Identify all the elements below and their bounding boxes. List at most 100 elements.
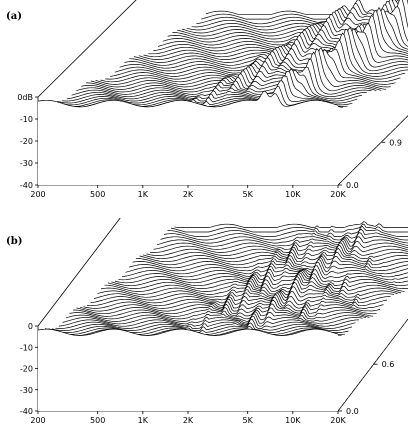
slice-line (142, 244, 408, 260)
slice-line (90, 47, 391, 88)
x-tick-label: 500 (90, 190, 105, 199)
slice-line (157, 9, 408, 49)
slice-line (107, 274, 408, 289)
slice-line (125, 258, 408, 275)
panel-label: (a) (6, 11, 22, 22)
x-tick-label: 20K (330, 416, 346, 425)
slice-line (62, 313, 363, 325)
x-tick-label: 10K (285, 190, 301, 199)
slice-line (76, 299, 377, 315)
y-tick-label: -10 (20, 343, 33, 352)
slice-line (118, 265, 408, 281)
slice-line (86, 48, 387, 90)
slice-line (111, 272, 408, 287)
slice-line (76, 58, 377, 95)
slice-line (129, 31, 408, 66)
slice-line (55, 319, 356, 329)
back-wall-frame (37, 218, 121, 327)
slice-fill (38, 91, 338, 185)
slice-line (105, 39, 406, 80)
slice-line (186, 0, 405, 31)
slice-line (167, 225, 408, 237)
x-tick-label: 20K (330, 190, 346, 199)
y-tick-label: 0dB (17, 93, 33, 102)
slice-line (79, 296, 381, 312)
slice-line (97, 281, 398, 298)
slice-line (69, 307, 370, 320)
slice-line (71, 66, 372, 98)
slice-line (73, 303, 374, 317)
y-tick-label: -30 (20, 159, 33, 168)
slice-line (95, 48, 396, 85)
x-tick-label: 1K (138, 416, 149, 425)
slice-line (163, 228, 408, 241)
waterfall-panel-a: (a) 0dB -10 -20 -30 -40 200 500 1K 2K 5K 10K 20K 0.0 0… (6, 0, 408, 199)
slice-line (153, 8, 408, 52)
time-axis (337, 318, 408, 412)
y-tick-label: -10 (20, 115, 33, 124)
z-tick-label: 0.9 (389, 138, 402, 147)
slice-line (148, 6, 408, 55)
x-tick-label: 10K (285, 416, 301, 425)
z-tick-label: 0.0 (346, 407, 359, 416)
slice-line (58, 315, 359, 327)
slice-fill (38, 329, 338, 411)
slice-line (205, 0, 408, 15)
slice-line (57, 71, 358, 104)
y-tick-label: -40 (20, 181, 33, 190)
slice-line (51, 322, 353, 331)
x-tick-label: 2K (183, 190, 194, 199)
slice-line (93, 286, 395, 301)
slice-line (177, 0, 406, 37)
slice-line (174, 221, 408, 228)
slice-line (83, 294, 384, 309)
x-tick-label: 1K (138, 190, 149, 199)
slice-line (100, 278, 402, 295)
slice-line (37, 90, 339, 108)
slice-line (61, 68, 363, 102)
slice-line (86, 292, 388, 307)
slice-line (160, 232, 408, 244)
slice-line (170, 223, 408, 233)
x-tick-label: 200 (30, 190, 45, 199)
slice-line (139, 247, 408, 263)
back-wall-frame (37, 0, 137, 98)
time-axis (337, 115, 408, 186)
x-tick-label: 500 (90, 416, 105, 425)
slice-line (65, 311, 367, 322)
slice-line (104, 276, 405, 292)
z-tick-label: 0.6 (382, 360, 395, 369)
slice-line (128, 257, 408, 272)
slice-line (162, 4, 408, 46)
y-tick-label: 0 (28, 322, 33, 331)
slice-line (52, 75, 353, 106)
slice-line (181, 0, 404, 34)
y-tick-label: -20 (20, 137, 33, 146)
slice-line (100, 48, 401, 83)
slice-line (114, 28, 408, 75)
z-tick-label: 0.0 (346, 181, 359, 190)
slice-line (153, 238, 408, 250)
panel-label: (b) (6, 236, 22, 247)
slice-line (66, 69, 367, 100)
x-tick-label: 200 (30, 416, 45, 425)
slice-line (146, 242, 408, 256)
x-tick-label: 5K (243, 190, 254, 199)
slice-line (132, 255, 408, 269)
slice-line (156, 236, 408, 247)
x-tick-label: 5K (243, 416, 254, 425)
waterfall-panel-b: (b) 0 -10 -20 -30 -40 200 500 1K 2K 5K 10K 20K 0.0 0.6… (0, 218, 408, 436)
slice-line (149, 240, 408, 253)
y-tick-label: -40 (20, 407, 33, 416)
slice-line (121, 261, 408, 278)
slice-line (119, 26, 408, 72)
slice-line (133, 22, 408, 63)
slice-line (114, 269, 408, 284)
y-tick-label: -20 (20, 365, 33, 374)
y-tick-label: -30 (20, 386, 33, 395)
slice-line (37, 328, 339, 336)
slice-line (191, 0, 407, 28)
x-tick-label: 2K (183, 416, 194, 425)
slice-line (136, 251, 408, 266)
